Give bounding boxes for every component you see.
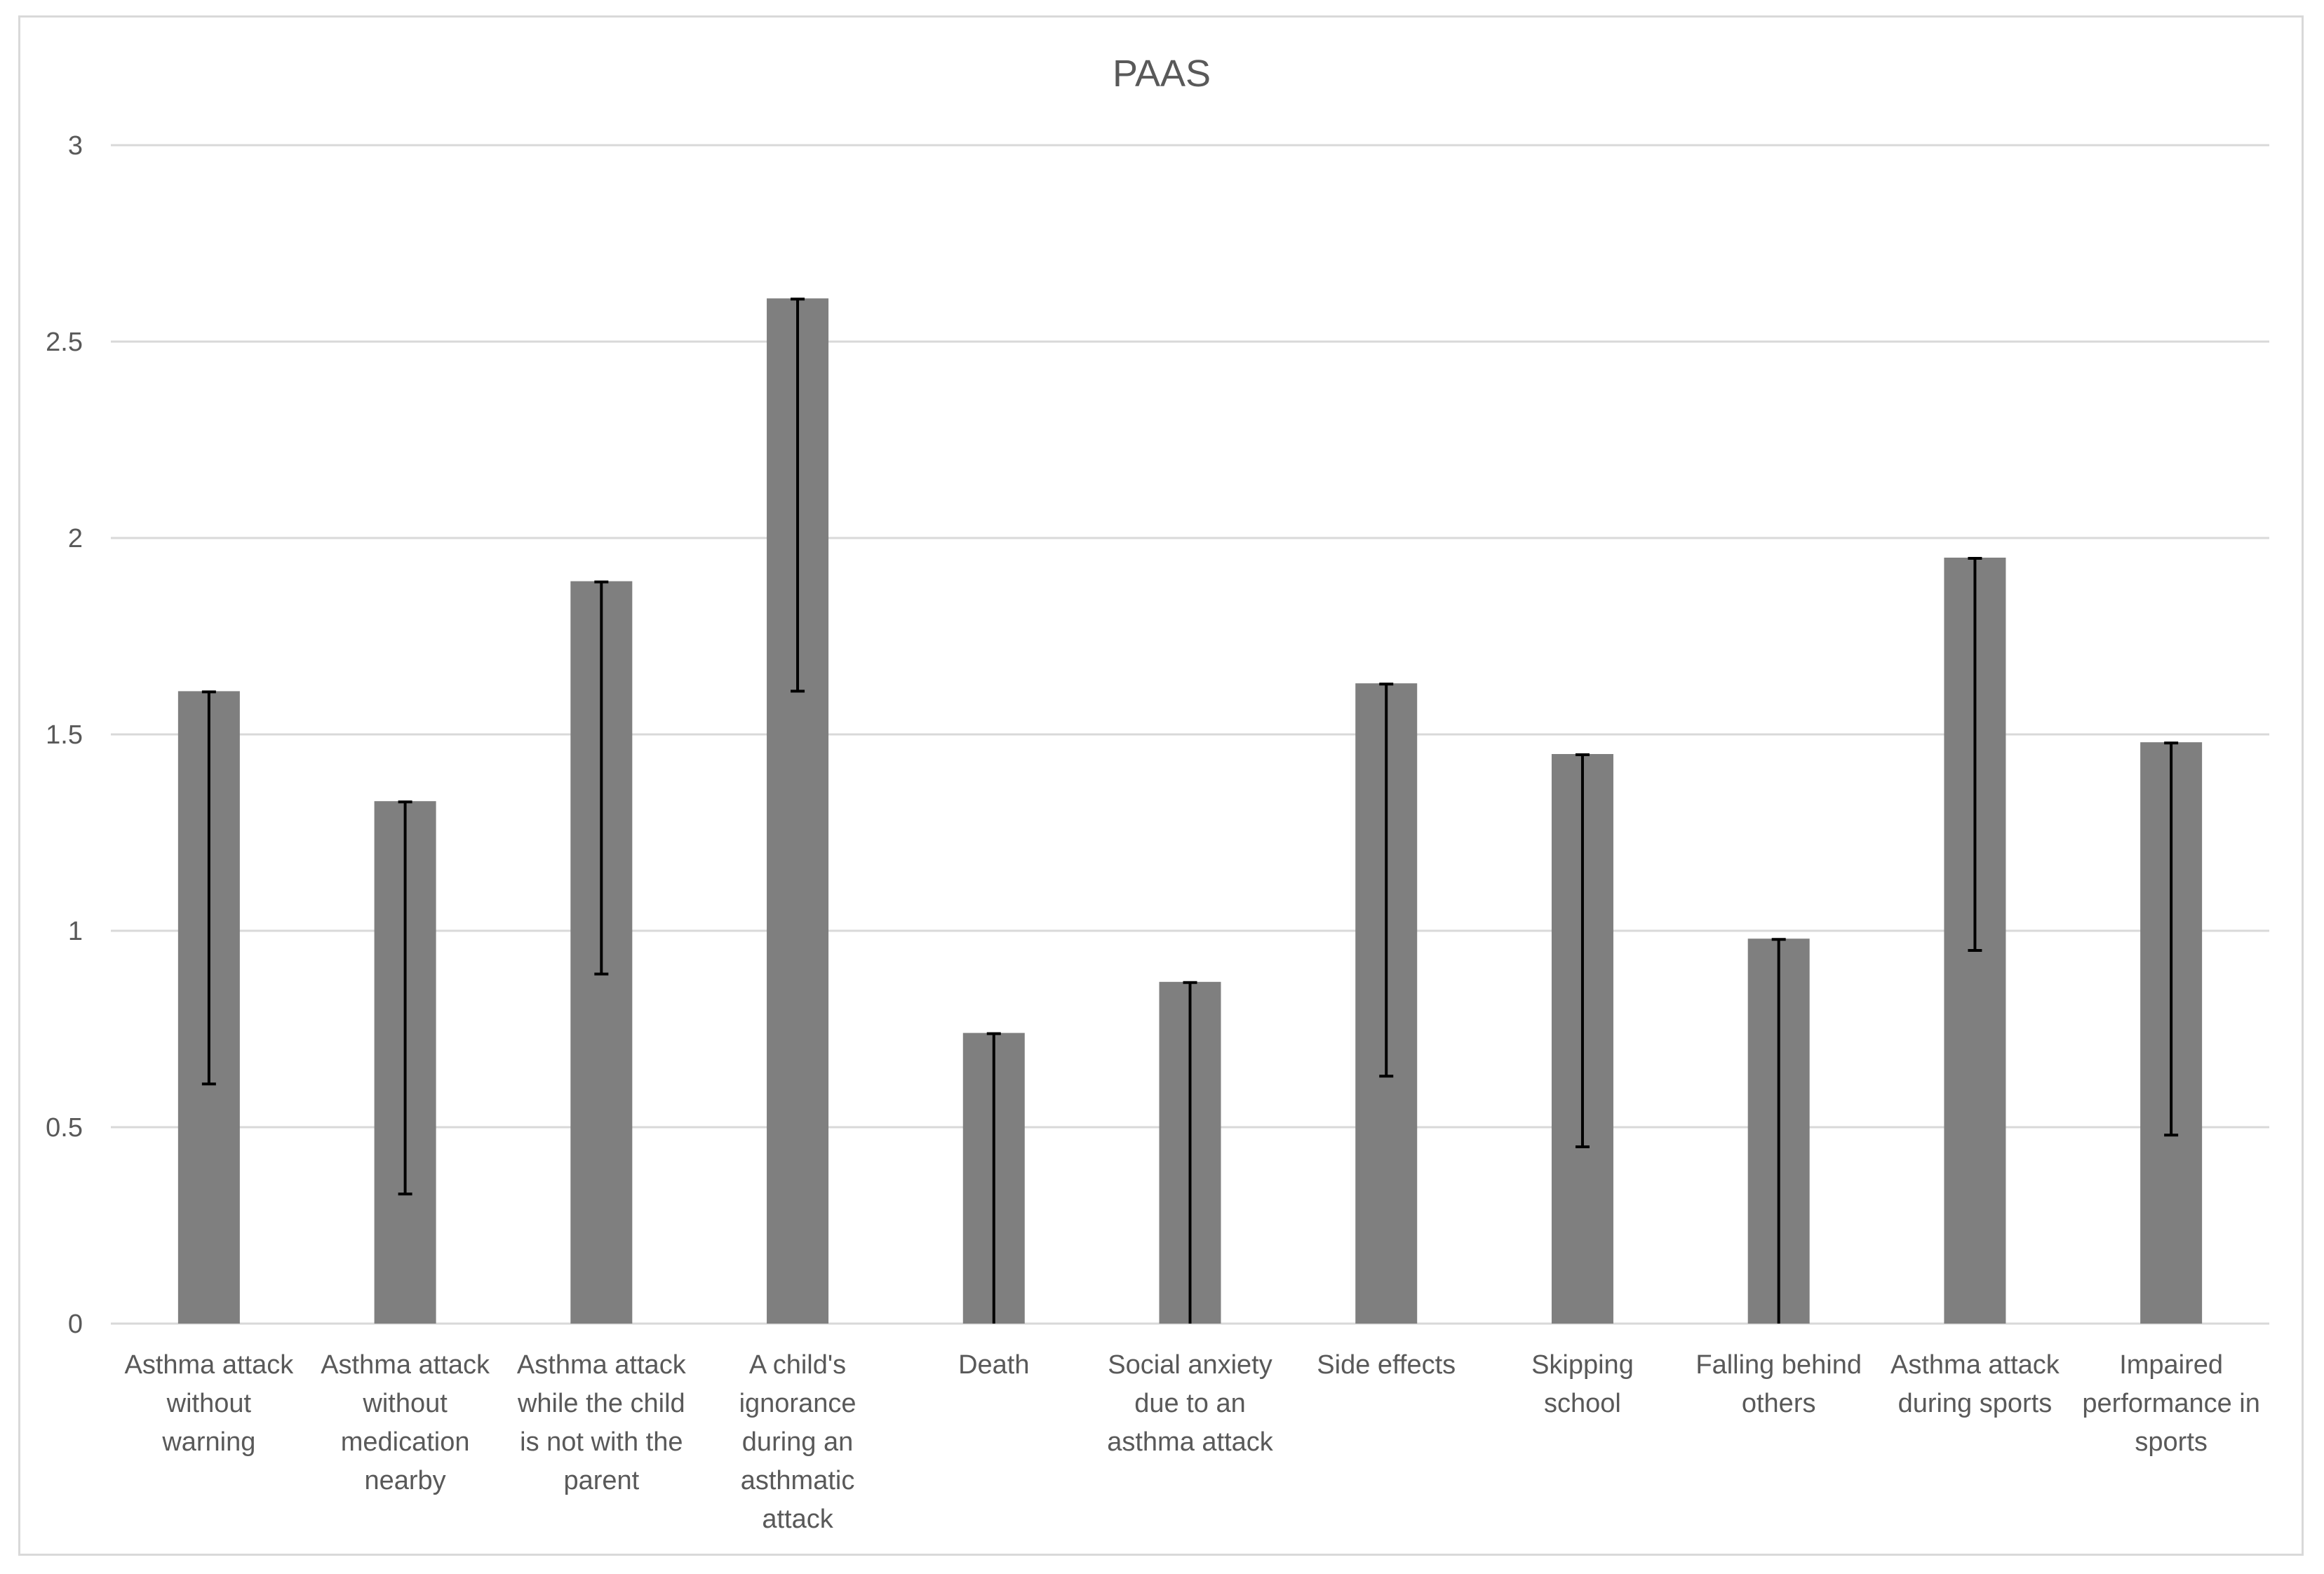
x-category-label: Skipping school bbox=[1531, 1350, 1634, 1418]
x-category-label: Falling behind others bbox=[1695, 1350, 1862, 1418]
y-tick-label: 0.5 bbox=[46, 1113, 83, 1143]
error-bars bbox=[201, 297, 2179, 1324]
error-bar bbox=[1575, 753, 1590, 1148]
x-axis-labels: Asthma attack without warning Asthma attack… bbox=[124, 1350, 2259, 1534]
y-tick-label: 1 bbox=[68, 917, 83, 946]
x-category-label: Impaired performance in sports bbox=[2082, 1350, 2259, 1457]
x-category-label: A child's ignorance during an asthmatic atta… bbox=[739, 1350, 857, 1534]
x-category-label: Death bbox=[958, 1350, 1029, 1380]
error-bar bbox=[1379, 682, 1394, 1078]
error-bar bbox=[594, 580, 609, 976]
y-tick-label: 0 bbox=[68, 1310, 83, 1339]
error-bar bbox=[791, 297, 805, 693]
y-tick-label: 2 bbox=[68, 524, 83, 553]
y-tick-label: 3 bbox=[68, 131, 83, 161]
error-bar bbox=[201, 690, 216, 1086]
error-bar bbox=[986, 1032, 1001, 1324]
error-bar bbox=[2164, 741, 2179, 1137]
x-category-label: Side effects bbox=[1317, 1350, 1456, 1380]
y-axis-ticks: 0 0.5 1 1.5 2 2.5 3 bbox=[46, 131, 83, 1339]
error-bar bbox=[1183, 981, 1197, 1324]
error-bar bbox=[1771, 938, 1786, 1324]
x-category-label: Social anxiety due to an asthma attack bbox=[1107, 1350, 1274, 1457]
gridlines bbox=[111, 144, 2269, 1325]
chart-title: PAAS bbox=[1113, 53, 1211, 95]
x-category-label: Asthma attack during sports bbox=[1890, 1350, 2060, 1418]
y-tick-label: 2.5 bbox=[46, 328, 83, 357]
x-category-label: Asthma attack while the child is not with … bbox=[517, 1350, 687, 1495]
error-bar bbox=[1968, 557, 1982, 952]
y-tick-label: 1.5 bbox=[46, 720, 83, 750]
x-category-label: Asthma attack without medication nearby bbox=[321, 1350, 490, 1495]
error-bar bbox=[398, 800, 412, 1196]
x-category-label: Asthma attack without warning bbox=[124, 1350, 294, 1457]
